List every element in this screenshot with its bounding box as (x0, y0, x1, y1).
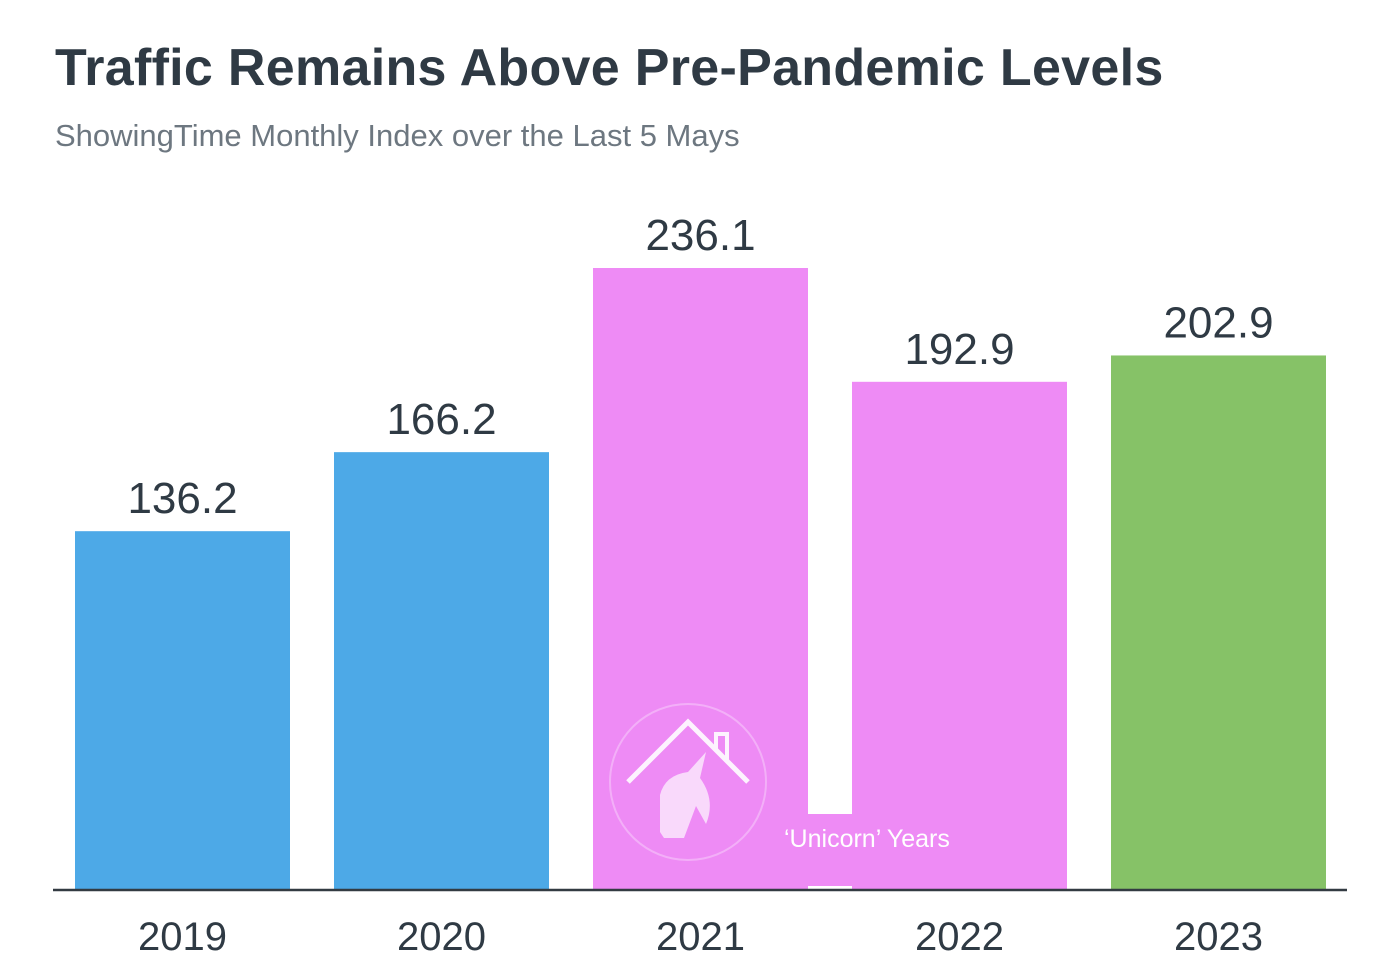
value-labels: 136.2 166.2 236.1 192.9 202.9 (127, 211, 1273, 523)
tick-label-2021: 2021 (656, 915, 745, 959)
x-axis-ticks: 2019 2020 2021 2022 2023 (138, 915, 1263, 959)
value-label-2021: 236.1 (645, 211, 755, 260)
tick-label-2019: 2019 (138, 915, 227, 959)
value-label-2023: 202.9 (1163, 298, 1273, 347)
unicorn-years-label: ‘Unicorn’ Years (784, 825, 950, 853)
value-label-2022: 192.9 (904, 325, 1014, 374)
bar-2020 (334, 452, 549, 890)
unicorn-years-bracket (808, 814, 852, 886)
value-label-2019: 136.2 (127, 474, 237, 523)
chart-title: Traffic Remains Above Pre-Pandemic Level… (55, 39, 1164, 97)
value-label-2020: 166.2 (386, 395, 496, 444)
bar-2022 (852, 381, 1067, 890)
bar-2023 (1111, 355, 1326, 891)
tick-label-2022: 2022 (915, 915, 1004, 959)
house-unicorn-icon (609, 703, 767, 861)
tick-label-2023: 2023 (1174, 915, 1263, 959)
chart-subtitle: ShowingTime Monthly Index over the Last … (55, 118, 740, 153)
bar-2019 (75, 531, 290, 890)
tick-label-2020: 2020 (397, 915, 486, 959)
